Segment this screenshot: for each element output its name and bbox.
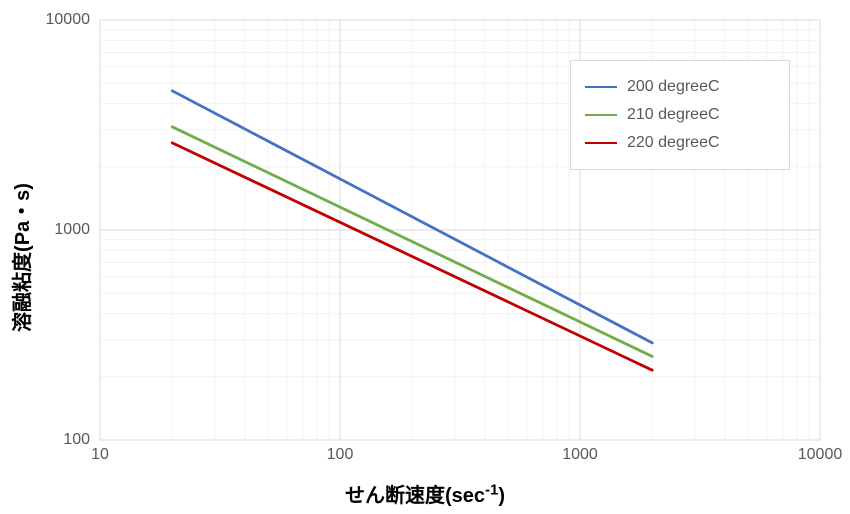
x-tick-label: 100 (327, 446, 354, 464)
y-tick-label: 100 (0, 431, 90, 449)
legend-swatch (585, 142, 617, 144)
x-tick-label: 1000 (562, 446, 598, 464)
x-axis-label: せん断速度(sec-1) (0, 479, 850, 508)
viscosity-chart: 溶融粘度(Pa・s) 10010001000010100100010000 20… (0, 0, 850, 514)
legend-item-2: 220 degreeC (585, 134, 775, 152)
legend-label: 220 degreeC (627, 134, 720, 152)
x-tick-label: 10 (91, 446, 109, 464)
x-axis-label-text: せん断速度(sec-1) (345, 485, 505, 507)
y-axis-label-text: 溶融粘度(Pa・s) (6, 183, 35, 332)
legend-label: 200 degreeC (627, 78, 720, 96)
legend-swatch (585, 114, 617, 116)
legend-label: 210 degreeC (627, 106, 720, 124)
legend-item-1: 210 degreeC (585, 106, 775, 124)
legend: 200 degreeC 210 degreeC 220 degreeC (570, 60, 790, 170)
legend-item-0: 200 degreeC (585, 78, 775, 96)
y-tick-label: 1000 (0, 221, 90, 239)
legend-swatch (585, 86, 617, 88)
y-tick-label: 10000 (0, 11, 90, 29)
x-tick-label: 10000 (798, 446, 843, 464)
